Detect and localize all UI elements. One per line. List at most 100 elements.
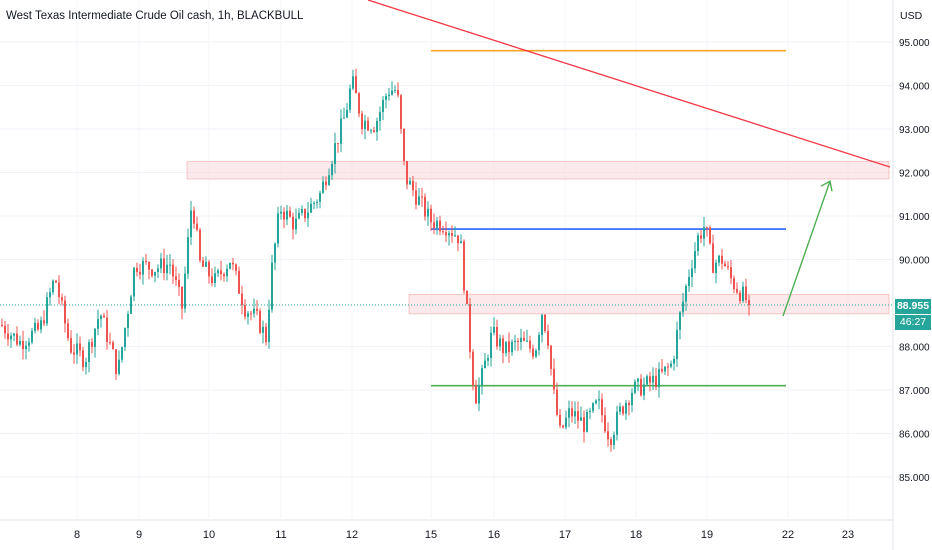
candle-body <box>412 180 414 191</box>
candle-body <box>370 130 372 132</box>
candle-body <box>64 300 66 324</box>
candle-body <box>580 417 582 421</box>
candle-body <box>748 299 750 305</box>
candle-body <box>148 261 150 270</box>
candle-body <box>478 385 480 404</box>
candle-body <box>202 260 204 267</box>
candle-body <box>241 293 243 306</box>
candle-body <box>532 348 534 357</box>
price-tick-label: 93.000 <box>899 125 930 136</box>
candle-body <box>520 337 522 343</box>
candle-body <box>448 233 450 236</box>
candle-body <box>529 340 531 349</box>
candle-body <box>181 286 183 309</box>
candle-body <box>427 208 429 217</box>
candle-body <box>568 408 570 418</box>
time-axis[interactable]: 8 9 10 11 12 15 16 17 18 19 22 23 <box>74 0 854 541</box>
candle-body <box>316 201 318 203</box>
candle-body <box>718 255 720 263</box>
time-tick-label: 10 <box>203 529 215 541</box>
candle-body <box>19 340 21 345</box>
candle-body <box>328 175 330 185</box>
candle-body <box>97 318 99 329</box>
candle-body <box>661 369 663 372</box>
projection-arrow-head <box>820 180 833 192</box>
candle-body <box>535 350 537 357</box>
candle-body <box>619 406 621 412</box>
candle-body <box>577 411 579 421</box>
candle-body <box>745 286 747 300</box>
candle-body <box>739 292 741 301</box>
candle-body <box>682 301 684 313</box>
time-tick-label: 11 <box>275 529 286 541</box>
candle-body <box>238 270 240 294</box>
candle-body <box>409 180 411 185</box>
candle-body <box>361 113 363 129</box>
candle-body <box>733 278 735 290</box>
candle-body <box>13 333 15 336</box>
candle-body <box>694 251 696 269</box>
candle-body <box>712 243 714 273</box>
candle-body <box>508 341 510 353</box>
candle-body <box>490 332 492 359</box>
candle-body <box>157 268 159 273</box>
candle-body <box>415 190 417 205</box>
candle-body <box>226 268 228 277</box>
candle-body <box>442 231 444 233</box>
price-axis[interactable]: 95.000 94.000 93.000 92.000 91.000 90.000 88.0… <box>0 38 930 484</box>
candle-body <box>175 276 177 280</box>
candle-body <box>721 255 723 264</box>
candle-body <box>610 439 612 445</box>
candle-body <box>451 233 453 236</box>
candle-body <box>640 378 642 396</box>
candle-body <box>280 211 282 214</box>
candle-body <box>133 267 135 297</box>
candle-body <box>526 340 528 342</box>
candle-body <box>352 76 354 89</box>
candle-body <box>706 227 708 229</box>
candle-body <box>436 220 438 228</box>
candle-body <box>214 273 216 283</box>
candle-body <box>73 352 75 355</box>
candle-body <box>472 351 474 386</box>
candle-body <box>271 262 273 310</box>
candle-body <box>166 264 168 274</box>
candle-body <box>424 196 426 217</box>
candle-body <box>631 392 633 406</box>
candle-body <box>247 313 249 317</box>
candle-body <box>460 241 462 244</box>
candle-body <box>559 414 561 426</box>
candle-body <box>439 220 441 232</box>
candle-body <box>406 160 408 185</box>
candle-body <box>367 120 369 131</box>
candle-body <box>454 235 456 237</box>
candle-body <box>574 411 576 417</box>
candle-body <box>685 286 687 302</box>
candle-body <box>301 208 303 213</box>
candle-body <box>667 366 669 368</box>
candle-body <box>628 402 630 406</box>
candle-body <box>52 280 54 293</box>
candle-body <box>325 181 327 185</box>
candle-body <box>433 222 435 228</box>
candle-body <box>589 410 591 412</box>
candle-body <box>94 328 96 347</box>
candle-body <box>679 312 681 330</box>
candle-body <box>190 210 192 238</box>
candle-body <box>292 216 294 230</box>
candle-body <box>646 376 648 385</box>
candle-body <box>76 343 78 355</box>
candle-body <box>49 292 51 298</box>
candle-body <box>658 369 660 388</box>
candle-body <box>688 277 690 287</box>
candle-body <box>691 268 693 278</box>
candle-body <box>196 223 198 230</box>
candle-body <box>466 290 468 305</box>
candle-body <box>553 368 555 390</box>
candle-body <box>445 232 447 236</box>
candle-body <box>22 340 24 349</box>
candle-body <box>304 208 306 219</box>
projection-arrow <box>782 180 831 317</box>
drawings-layer <box>0 0 893 387</box>
